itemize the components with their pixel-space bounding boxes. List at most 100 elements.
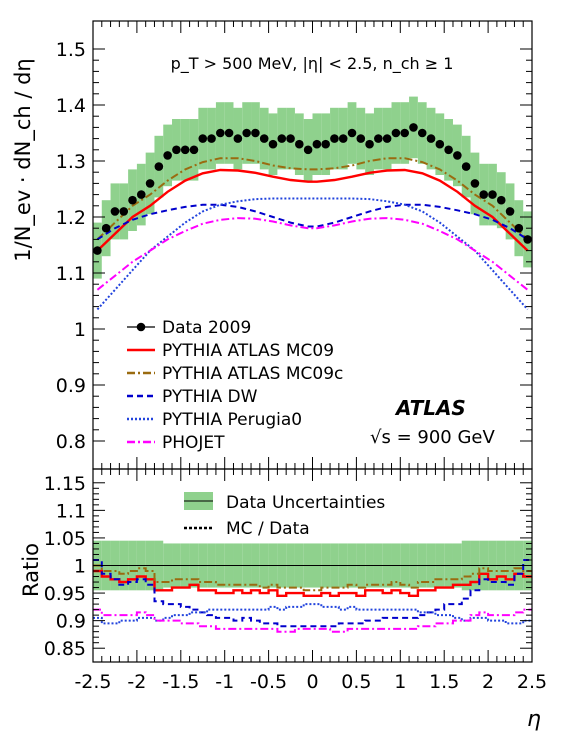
data-point: [461, 162, 471, 171]
data-point: [110, 207, 120, 216]
data-point: [259, 134, 269, 143]
data-point: [391, 128, 401, 138]
legend-label: PYTHIA ATLAS MC09c: [162, 364, 343, 384]
ratio-curve-pythia-atlas-mc09c: [93, 564, 532, 592]
legend-entry: PYTHIA ATLAS MC09: [127, 341, 334, 361]
legend-label: Data Uncertainties: [226, 493, 385, 513]
data-point: [453, 151, 462, 160]
main-curve-pythia-atlas-mc09c: [96, 157, 529, 241]
legend-entry: Data Uncertainties: [184, 492, 385, 513]
data-point: [374, 134, 383, 143]
y-tick-label: 1.5: [56, 39, 86, 61]
data-point: [426, 134, 436, 143]
data-point: [505, 207, 515, 216]
main-y-tick-labels: 0.8 0.9 1 1.1 1.2 1.3 1.4 1.5: [56, 39, 86, 453]
main-curve-pythia-atlas-mc09: [96, 168, 529, 252]
legend-label: Data 2009: [162, 318, 251, 338]
legend-label: PYTHIA ATLAS MC09: [162, 341, 334, 361]
y-tick-label: 0.85: [44, 638, 86, 660]
y-tick-label: 1: [74, 556, 86, 578]
y-tick-label: 1.1: [56, 263, 86, 285]
data-point: [295, 139, 304, 149]
main-curve-pythia-perugia0: [96, 197, 529, 311]
main-curve-pythia-dw: [96, 203, 529, 241]
data-point: [321, 139, 330, 149]
data-point: [101, 223, 111, 233]
x-tick-label: 1: [394, 671, 406, 693]
data-point: [488, 190, 497, 199]
data-point: [128, 195, 137, 205]
ratio-legend: Data Uncertainties MC / Data: [184, 492, 385, 539]
main-y-axis-label: 1/N_ev · dN_ch / dη: [11, 58, 36, 261]
data-point: [216, 128, 225, 138]
y-tick-label: 0.95: [44, 583, 86, 605]
main-legend: Data 2009 PYTHIA ATLAS MC09 PYTHIA ATLAS M…: [127, 318, 343, 453]
data-point: [470, 179, 480, 188]
y-tick-label: 0.8: [56, 431, 86, 453]
ratio-y-axis-label: Ratio: [19, 543, 43, 597]
ratio-mc-curves: [93, 559, 532, 633]
data-point: [242, 128, 251, 138]
data-point: [312, 139, 322, 149]
x-tick-label: 0.5: [341, 671, 371, 693]
y-tick-label: 1.2: [56, 207, 86, 229]
data-point: [330, 134, 339, 143]
ratio-x-tick-labels: -2.5 -2 -1.5 -1 -0.5 0 0.5 1 1.5 2 2.5: [74, 671, 547, 693]
data-point: [444, 145, 453, 155]
data-point: [163, 151, 172, 160]
data-point: [356, 134, 366, 143]
data-point: [338, 134, 348, 143]
legend-entry: PYTHIA ATLAS MC09c: [127, 364, 343, 384]
x-tick-label: -1.5: [162, 671, 199, 693]
legend-entry: PHOJET: [127, 433, 225, 453]
data-point: [224, 128, 234, 138]
y-tick-label: 1.4: [56, 95, 86, 117]
ratio-curve-pythia-dw: [93, 559, 532, 628]
y-tick-label: 1: [74, 319, 86, 341]
ratio-y-tick-labels: 0.85 0.9 0.95 1 1.05 1.1 1.15: [44, 473, 86, 660]
x-tick-label: -2.5: [74, 671, 111, 693]
main-ticks: [92, 21, 533, 469]
selection-annotation: p_T > 500 MeV, |η| < 2.5, n_ch ≥ 1: [171, 54, 454, 74]
data-point: [154, 162, 164, 171]
data-point: [207, 134, 216, 143]
data-point: [514, 223, 524, 233]
main-panel: 0.8 0.9 1 1.1 1.2 1.3 1.4 1.5 1/N_ev · dN_ch / …: [11, 20, 533, 470]
data-point: [479, 190, 489, 199]
data-point: [347, 128, 357, 138]
x-tick-label: 0: [306, 671, 318, 693]
energy-label: √s = 900 GeV: [370, 427, 495, 448]
data-point: [268, 139, 278, 149]
ratio-ticks: [92, 469, 533, 662]
legend-entry: PYTHIA DW: [127, 387, 258, 407]
main-data-points: [93, 123, 532, 255]
data-point: [172, 145, 181, 155]
main-mc-curves: [96, 157, 529, 311]
y-tick-label: 0.9: [56, 611, 86, 633]
data-point: [286, 134, 295, 143]
legend-label: PYTHIA Perugia0: [162, 410, 302, 430]
data-point: [303, 145, 313, 155]
y-tick-label: 1.1: [56, 500, 86, 522]
data-point: [198, 134, 208, 143]
x-tick-label: -2: [127, 671, 146, 693]
x-tick-label: 1.5: [429, 671, 459, 693]
data-point: [251, 128, 260, 138]
x-axis-label: η: [527, 707, 541, 732]
main-curve-phojet: [96, 217, 529, 291]
data-point: [382, 134, 392, 143]
data-point: [435, 139, 445, 149]
data-point: [365, 139, 374, 149]
experiment-label: ATLAS: [394, 396, 466, 420]
data-point: [136, 190, 146, 199]
data-point: [409, 123, 418, 132]
x-tick-label: -0.5: [250, 671, 287, 693]
data-point: [417, 128, 427, 138]
legend-entry: PYTHIA Perugia0: [127, 410, 302, 430]
data-point: [277, 134, 287, 143]
x-tick-label: 2.5: [517, 671, 547, 693]
y-tick-label: 1.05: [44, 528, 86, 550]
y-tick-label: 1.3: [56, 151, 86, 173]
ratio-curve-pythia-atlas-mc09: [93, 569, 532, 597]
data-point: [496, 195, 506, 205]
